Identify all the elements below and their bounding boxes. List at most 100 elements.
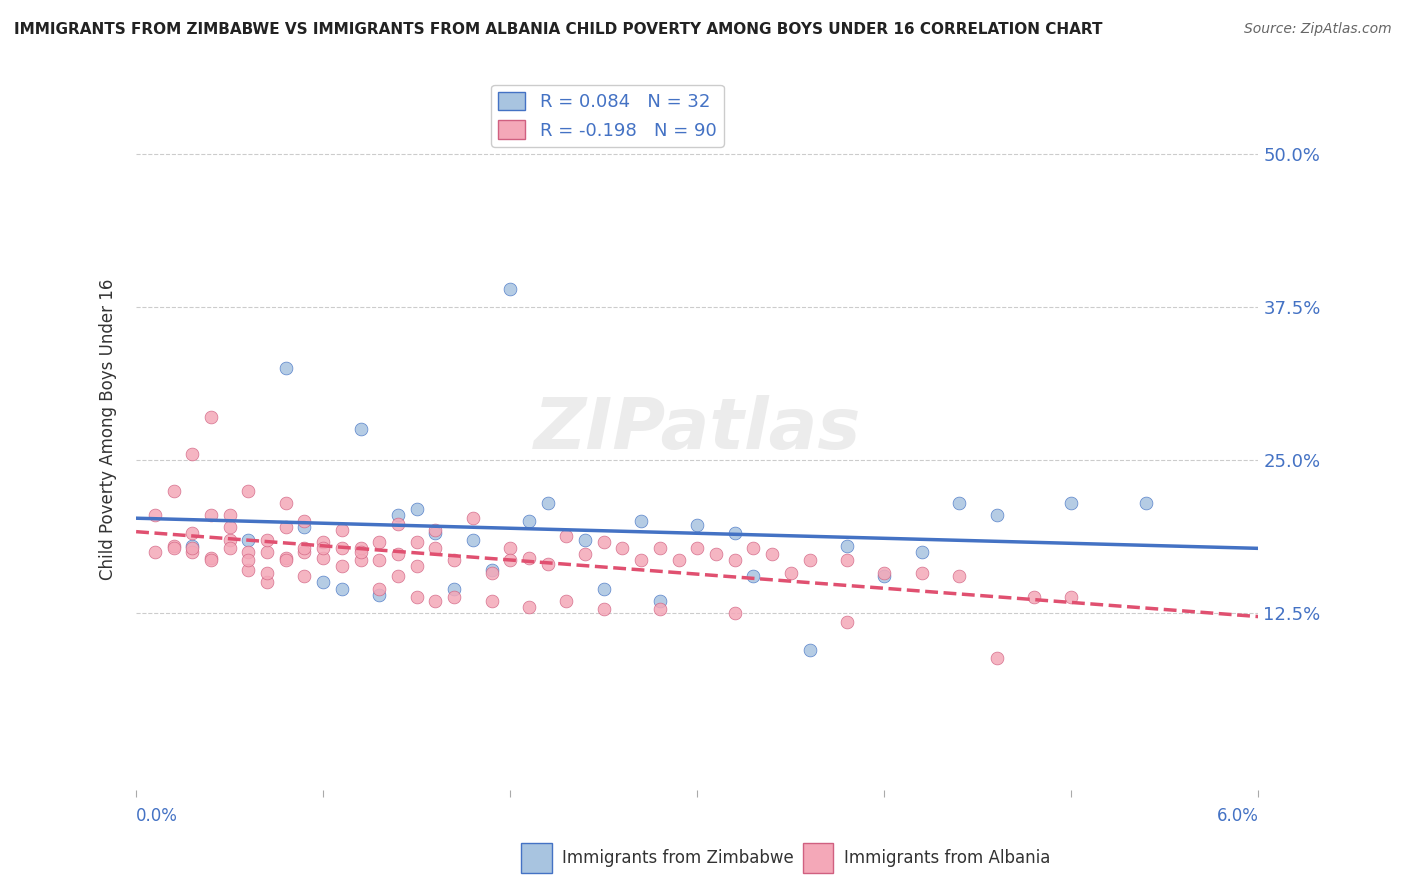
Point [218,541,240,555]
Text: 0.0%: 0.0% [136,807,179,825]
Point [312,541,335,555]
Point [238,545,260,559]
Point [181,545,204,559]
Point [704,547,727,561]
Point [162,541,184,555]
Y-axis label: Child Poverty Among Boys Under 16: Child Poverty Among Boys Under 16 [100,279,117,580]
Point [274,361,297,376]
Point [294,514,316,528]
Point [330,523,353,537]
Point [294,569,316,583]
Point [873,569,896,583]
Point [387,516,409,531]
Point [555,593,578,607]
Point [274,520,297,534]
Point [425,593,447,607]
Point [799,553,821,567]
Point [294,520,316,534]
Point [835,539,858,553]
Point [238,563,260,577]
Text: 6.0%: 6.0% [1216,807,1258,825]
Point [724,526,747,541]
Point [405,535,427,549]
Text: Source: ZipAtlas.com: Source: ZipAtlas.com [1244,22,1392,37]
Point [256,533,278,547]
Point [686,517,709,532]
Point [630,553,652,567]
Legend: R = 0.084   N = 32, R = -0.198   N = 90: R = 0.084 N = 32, R = -0.198 N = 90 [491,85,724,147]
Point [481,593,503,607]
Point [948,569,970,583]
Point [517,599,540,614]
Point [238,483,260,498]
Point [574,533,596,547]
Point [256,545,278,559]
Point [799,642,821,657]
Point [349,553,371,567]
Point [592,602,614,616]
Point [330,541,353,555]
Point [256,566,278,580]
Point [387,508,409,522]
Point [592,535,614,549]
Text: IMMIGRANTS FROM ZIMBABWE VS IMMIGRANTS FROM ALBANIA CHILD POVERTY AMONG BOYS UND: IMMIGRANTS FROM ZIMBABWE VS IMMIGRANTS F… [14,22,1102,37]
Point [948,496,970,510]
Point [181,526,204,541]
Point [537,496,560,510]
Point [238,533,260,547]
Point [405,590,427,604]
Point [368,553,391,567]
Point [443,553,465,567]
Point [517,514,540,528]
Point [779,566,801,580]
Point [835,553,858,567]
Point [200,410,222,425]
Point [200,553,222,567]
Point [368,535,391,549]
Point [425,541,447,555]
Point [724,553,747,567]
Point [274,550,297,565]
Point [200,550,222,565]
Point [873,566,896,580]
Point [443,590,465,604]
Point [162,483,184,498]
Point [294,541,316,555]
Point [1060,496,1083,510]
Point [368,582,391,596]
Point [443,582,465,596]
Point [986,508,1008,522]
Point [911,566,934,580]
Point [218,533,240,547]
Point [461,510,484,524]
Point [425,523,447,537]
Point [481,566,503,580]
Point [294,545,316,559]
Point [200,508,222,522]
Point [181,541,204,555]
Point [349,545,371,559]
Point [555,529,578,543]
Point [143,508,166,522]
Point [612,541,634,555]
Point [312,550,335,565]
Point [1022,590,1045,604]
Point [405,559,427,574]
Point [312,575,335,590]
Text: Immigrants from Albania: Immigrants from Albania [844,849,1050,867]
Point [218,520,240,534]
Point [274,553,297,567]
Point [499,541,522,555]
Point [499,553,522,567]
Point [143,545,166,559]
Point [1060,590,1083,604]
Point [274,496,297,510]
Point [499,282,522,296]
Point [648,541,671,555]
Point [368,588,391,602]
Point [835,615,858,629]
Point [312,535,335,549]
Point [330,582,353,596]
Point [574,547,596,561]
Point [648,602,671,616]
